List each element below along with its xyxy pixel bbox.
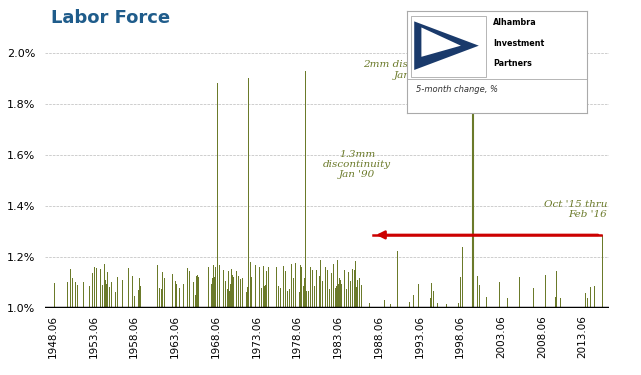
Text: Alhambra: Alhambra [493, 18, 537, 27]
Polygon shape [414, 21, 479, 70]
Text: Labor Force: Labor Force [51, 9, 170, 27]
Polygon shape [421, 27, 461, 57]
Text: Oct '15 thru
Feb '16: Oct '15 thru Feb '16 [544, 200, 607, 219]
Text: 2mm discontinuity
Jan '00: 2mm discontinuity Jan '00 [363, 60, 461, 80]
Bar [411, 16, 486, 77]
Text: 5-month change, %: 5-month change, % [416, 85, 498, 94]
Text: Investment: Investment [493, 39, 544, 48]
Text: Partners: Partners [493, 59, 532, 68]
Text: 1.3mm
discontinuity
Jan '90: 1.3mm discontinuity Jan '90 [323, 150, 391, 179]
